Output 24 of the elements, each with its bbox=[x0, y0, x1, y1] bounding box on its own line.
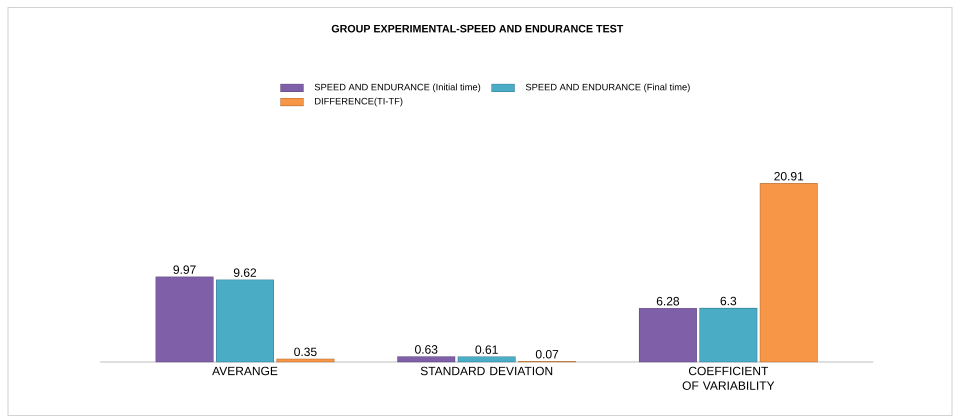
bar bbox=[699, 308, 758, 362]
bar bbox=[638, 308, 697, 362]
data-label: 0.35 bbox=[294, 348, 317, 356]
data-label: 9.62 bbox=[234, 268, 256, 277]
data-label: 6.28 bbox=[656, 296, 680, 306]
legend-label: SPEED AND ENDURANCE (Initial time) bbox=[314, 84, 480, 92]
bar bbox=[397, 356, 456, 362]
x-tick-label: AVERANGE bbox=[212, 366, 278, 376]
bar bbox=[216, 280, 274, 362]
data-label: 0.63 bbox=[415, 345, 438, 354]
data-label: 0.61 bbox=[475, 345, 498, 354]
bar bbox=[156, 276, 214, 362]
bar bbox=[276, 358, 334, 362]
chart-title: GROUP EXPERIMENTAL-SPEED AND ENDURANCE TEST bbox=[332, 24, 624, 32]
data-label: 9.97 bbox=[173, 265, 196, 274]
legend-label: SPEED AND ENDURANCE (Final time) bbox=[526, 84, 690, 92]
data-label: 0.07 bbox=[536, 350, 558, 358]
bar bbox=[760, 183, 818, 362]
x-tick-label: STANDARD DEVIATION bbox=[420, 366, 552, 376]
data-label: 20.91 bbox=[774, 172, 804, 180]
data-label: 6.3 bbox=[720, 296, 736, 306]
x-tick-label: COEFFICIENT OF VARIABILITY bbox=[682, 366, 774, 390]
legend-label: DIFFERENCE(TI-TF) bbox=[315, 98, 402, 106]
bar bbox=[458, 356, 516, 362]
